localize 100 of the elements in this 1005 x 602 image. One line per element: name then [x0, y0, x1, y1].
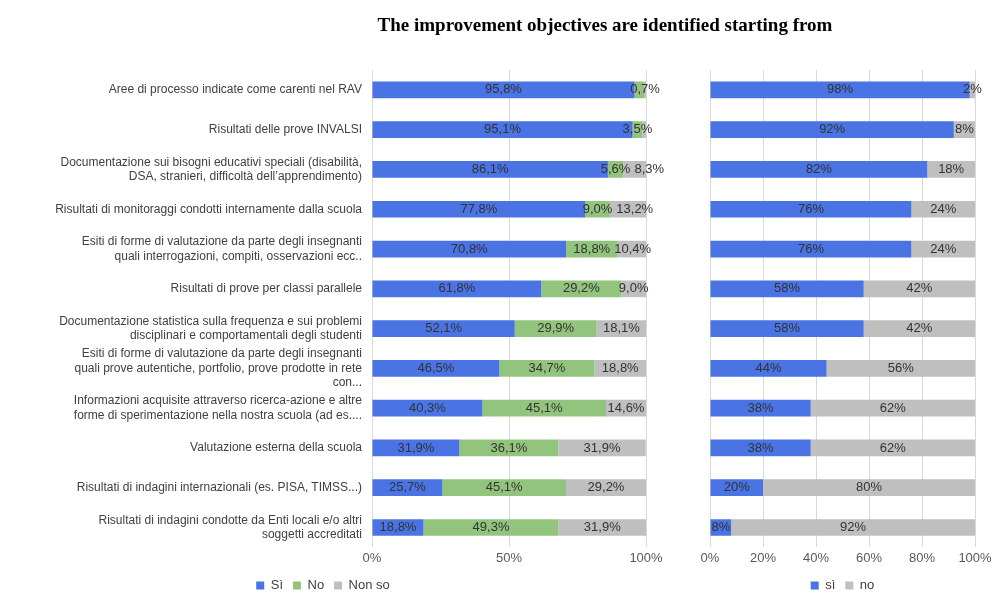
- data-label: 34,7%: [528, 359, 566, 375]
- data-label: 42%: [906, 280, 933, 296]
- data-label: 61,8%: [438, 280, 476, 296]
- bar: [372, 240, 566, 258]
- data-label: 46,5%: [417, 359, 455, 375]
- bar: [731, 519, 975, 536]
- data-label: 52,1%: [425, 320, 463, 336]
- data-label: 45,1%: [525, 399, 564, 415]
- data-label: 31,9%: [583, 519, 622, 535]
- data-label: 18,8%: [379, 519, 417, 535]
- bar: [826, 360, 975, 377]
- bar: [710, 161, 928, 178]
- bar: [763, 479, 975, 497]
- data-label: 31,9%: [583, 439, 621, 455]
- data-label: 9,0%: [618, 280, 649, 296]
- data-label: 29,9%: [537, 320, 575, 336]
- y-tick-label: Esiti di forme di valutazione da parte degli insegnanti quali interrogazioni, compiti, osservazioni ecc..: [81, 234, 362, 263]
- x-tick-label: 100%: [629, 549, 664, 565]
- data-label: 58%: [774, 320, 801, 336]
- data-label: 18,8%: [573, 240, 611, 256]
- data-label: 24%: [930, 240, 957, 256]
- data-label: 40,3%: [409, 399, 447, 415]
- bar: [710, 280, 864, 298]
- data-label: 31,9%: [397, 439, 435, 455]
- y-tick-label: Risultati di prove per classi parallele: [170, 281, 363, 296]
- data-label: 25,7%: [389, 479, 427, 495]
- bar: [863, 280, 975, 298]
- legend-label: Non so: [348, 577, 390, 593]
- data-label: 8%: [955, 121, 975, 137]
- data-label: 24%: [930, 200, 957, 216]
- y-tick-label: Esiti di forme di valutazione da parte degli insegnanti quali prove autentiche, portfolio, prove prodotte in rete con...: [74, 346, 363, 390]
- data-label: 86,1%: [471, 161, 510, 177]
- bar: [372, 280, 542, 298]
- bar: [710, 200, 912, 218]
- x-tick-label: 80%: [908, 549, 936, 565]
- data-label: 20%: [723, 479, 751, 495]
- y-tick-label: Informazioni acquisite attraverso ricerca-azione e altre forme di sperimentazione nella nostra scuola (ad es....: [73, 393, 363, 422]
- data-label: 62%: [879, 399, 907, 415]
- x-tick-label: 20%: [749, 549, 777, 565]
- y-tick-label: Risultati di monitoraggi condotti internamente dalla scuola: [55, 201, 363, 216]
- data-label: 36,1%: [490, 439, 528, 455]
- data-label: 82%: [805, 161, 833, 177]
- data-label: 95,1%: [484, 121, 522, 137]
- bar: [810, 399, 975, 417]
- data-label: 76%: [797, 240, 825, 256]
- bar: [372, 320, 515, 337]
- data-label: 18,1%: [603, 320, 641, 336]
- bar: [372, 399, 483, 417]
- data-label: 14,6%: [607, 399, 645, 415]
- data-label: 18%: [938, 161, 965, 177]
- data-label: 95,8%: [485, 81, 523, 97]
- y-tick-label: Documentazione statistica sulla frequenza e sui problemi disciplinari e comportamentali degli studenti: [59, 313, 362, 343]
- data-label: 38%: [747, 439, 775, 455]
- legend-label: No: [307, 577, 325, 593]
- data-label: 92%: [840, 519, 867, 535]
- chart-title: The improvement objectives are identified starting from: [376, 14, 834, 36]
- data-label: 18,8%: [601, 359, 640, 375]
- data-label: 29,2%: [587, 479, 625, 495]
- legend-label: no: [859, 577, 875, 593]
- data-label: 44%: [755, 359, 782, 375]
- x-tick-label: 50%: [495, 549, 523, 565]
- y-tick-label: Risultati di indagini internazionali (es. PISA, TIMSS...): [76, 480, 362, 495]
- data-label: 8,3%: [634, 161, 665, 177]
- bar: [710, 240, 912, 258]
- data-label: 42%: [906, 320, 933, 336]
- data-label: 92%: [819, 121, 846, 137]
- bar: [442, 479, 566, 497]
- data-label: 70,8%: [450, 240, 489, 256]
- legend-label: sì: [825, 577, 836, 593]
- data-label: 13,2%: [616, 200, 654, 216]
- bar: [710, 320, 864, 337]
- x-tick-label: 100%: [958, 549, 993, 565]
- data-label: 77,8%: [460, 200, 498, 216]
- bar: [863, 320, 975, 337]
- data-label: 76%: [797, 200, 825, 216]
- bar: [372, 360, 500, 377]
- data-label: 49,3%: [472, 519, 510, 535]
- bar: [810, 439, 975, 457]
- data-label: 45,1%: [485, 479, 524, 495]
- y-tick-label: Risultati di indagini condotte da Enti locali e/o altri soggetti accreditati: [98, 512, 362, 542]
- y-tick-label: Valutazione esterna della scuola: [190, 440, 363, 455]
- data-label: 56%: [887, 359, 915, 375]
- data-label: 98%: [827, 81, 854, 97]
- y-tick-label: Aree di processo indicate come carenti nel RAV: [108, 82, 362, 97]
- x-tick-label: 40%: [802, 549, 830, 565]
- data-label: 8%: [711, 519, 731, 535]
- bar: [710, 399, 811, 417]
- x-tick-label: 0%: [362, 549, 382, 565]
- bar: [710, 121, 954, 139]
- bar: [710, 360, 827, 377]
- data-label: 10,4%: [614, 240, 652, 256]
- x-tick-label: 0%: [700, 549, 720, 565]
- y-tick-label: Risultati delle prove INVALSI: [208, 121, 362, 136]
- data-label: 38%: [747, 399, 775, 415]
- data-label: 80%: [855, 479, 883, 495]
- x-tick-label: 60%: [855, 549, 883, 565]
- legend-label: Sì: [270, 577, 283, 593]
- data-label: 29,2%: [562, 280, 601, 296]
- bar: [482, 399, 606, 417]
- bar: [423, 519, 559, 536]
